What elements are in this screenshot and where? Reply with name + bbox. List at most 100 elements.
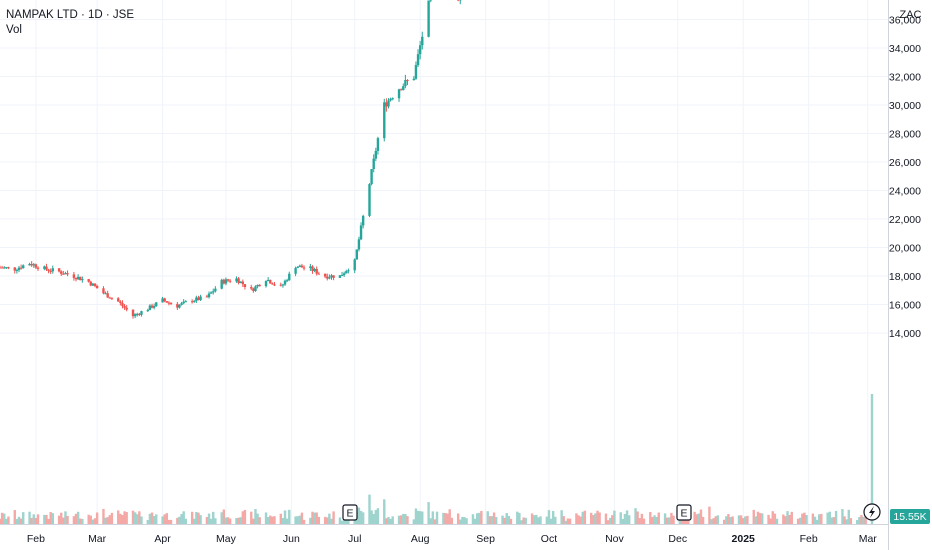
volume-bar: [138, 511, 141, 524]
volume-bar: [74, 513, 78, 524]
candle-body: [133, 314, 137, 317]
volume-bar: [102, 508, 105, 524]
volume-bar: [490, 516, 494, 524]
volume-bar: [611, 515, 614, 524]
candle-body: [47, 269, 50, 271]
volume-bar: [448, 509, 451, 524]
volume-bar: [509, 518, 513, 524]
earnings-marker[interactable]: E: [342, 504, 358, 521]
candle-body: [117, 298, 120, 302]
volume-bar: [383, 499, 386, 524]
candle-body: [205, 296, 209, 298]
volume-bar: [155, 514, 158, 524]
volume-bar: [91, 519, 95, 524]
candle-body: [237, 278, 240, 284]
volume-bar: [167, 519, 171, 524]
volume-bar: [723, 519, 726, 524]
y-tick-label: 30,000: [889, 100, 921, 112]
volume-bar: [820, 513, 823, 524]
volume-bar: [385, 518, 388, 524]
candle-body: [193, 300, 196, 302]
volume-bar: [241, 511, 245, 524]
x-tick-label: Oct: [541, 533, 557, 545]
candle-body: [87, 279, 90, 282]
volume-bar: [729, 517, 732, 524]
volume-bar: [17, 516, 21, 524]
volume-bar: [752, 509, 755, 524]
volume-bar: [796, 518, 800, 524]
volume-bar: [252, 518, 255, 524]
candle-body: [150, 305, 154, 308]
candle-body: [165, 301, 168, 303]
volume-bar: [121, 514, 124, 524]
volume-bar: [220, 512, 223, 524]
candle-body: [340, 275, 344, 277]
volume-bar: [87, 514, 90, 524]
volume-bar: [811, 513, 815, 524]
volume-bar: [737, 515, 741, 524]
x-tick-label: Mar: [859, 533, 878, 545]
volume-bar: [361, 512, 365, 524]
volume-bar: [805, 515, 808, 524]
candle-body: [241, 281, 245, 285]
candle-body: [359, 225, 363, 240]
volume-bar: [566, 518, 570, 524]
y-tick-label: 34,000: [889, 43, 921, 55]
candle-body: [76, 276, 80, 280]
volume-bar: [640, 513, 644, 524]
symbol-title[interactable]: NAMPAK LTD · 1D · JSE: [6, 9, 135, 21]
volume-bar: [374, 509, 378, 524]
volume-bar: [368, 494, 371, 524]
volume-bar: [516, 511, 519, 524]
volume-bar: [89, 515, 92, 524]
volume-bar: [235, 518, 238, 524]
candle-body: [182, 301, 185, 304]
volume-bar: [818, 514, 821, 524]
volume-bar: [19, 518, 23, 524]
candle-body: [427, 0, 430, 37]
volume-bar: [442, 512, 445, 524]
volume-label[interactable]: Vol: [6, 24, 22, 36]
volume-bar: [387, 517, 390, 524]
volume-bar: [758, 513, 762, 524]
volume-bar: [106, 517, 109, 524]
candle-body: [74, 277, 78, 280]
candle-body: [250, 287, 253, 289]
volume-bar: [193, 518, 196, 524]
volume-bar: [43, 514, 46, 524]
volume-bar: [389, 518, 392, 524]
volume-bar: [604, 513, 608, 524]
volume-bar: [32, 514, 35, 524]
candle-body: [51, 268, 54, 272]
candle-body: [254, 286, 257, 291]
volume-bar: [36, 514, 40, 524]
volume-bar: [250, 511, 253, 524]
volume-bar: [81, 518, 84, 524]
volume-bar: [406, 516, 409, 524]
volume-bar: [501, 515, 504, 524]
volume-bar: [15, 518, 19, 524]
volume-bar: [182, 511, 185, 524]
volume-bar: [828, 511, 831, 524]
candle-body: [224, 279, 228, 284]
currency-label[interactable]: ZAC: [899, 9, 922, 21]
volume-bar: [165, 513, 168, 524]
candle-body: [391, 98, 394, 100]
y-tick-label: 32,000: [889, 72, 921, 84]
x-tick-label: Aug: [411, 533, 430, 545]
candle-body: [313, 268, 316, 271]
candle-body: [93, 283, 97, 286]
volume-bar: [606, 520, 610, 524]
volume-bar: [657, 512, 660, 524]
candle-body: [167, 302, 171, 304]
lightning-icon[interactable]: [863, 503, 881, 521]
volume-bar: [564, 520, 568, 524]
candle-body: [374, 150, 378, 159]
volume-bar: [49, 512, 52, 524]
volume-bar: [560, 510, 563, 524]
volume-bar: [505, 513, 508, 524]
y-tick-label: 22,000: [889, 214, 921, 226]
earnings-marker[interactable]: E: [676, 504, 692, 521]
